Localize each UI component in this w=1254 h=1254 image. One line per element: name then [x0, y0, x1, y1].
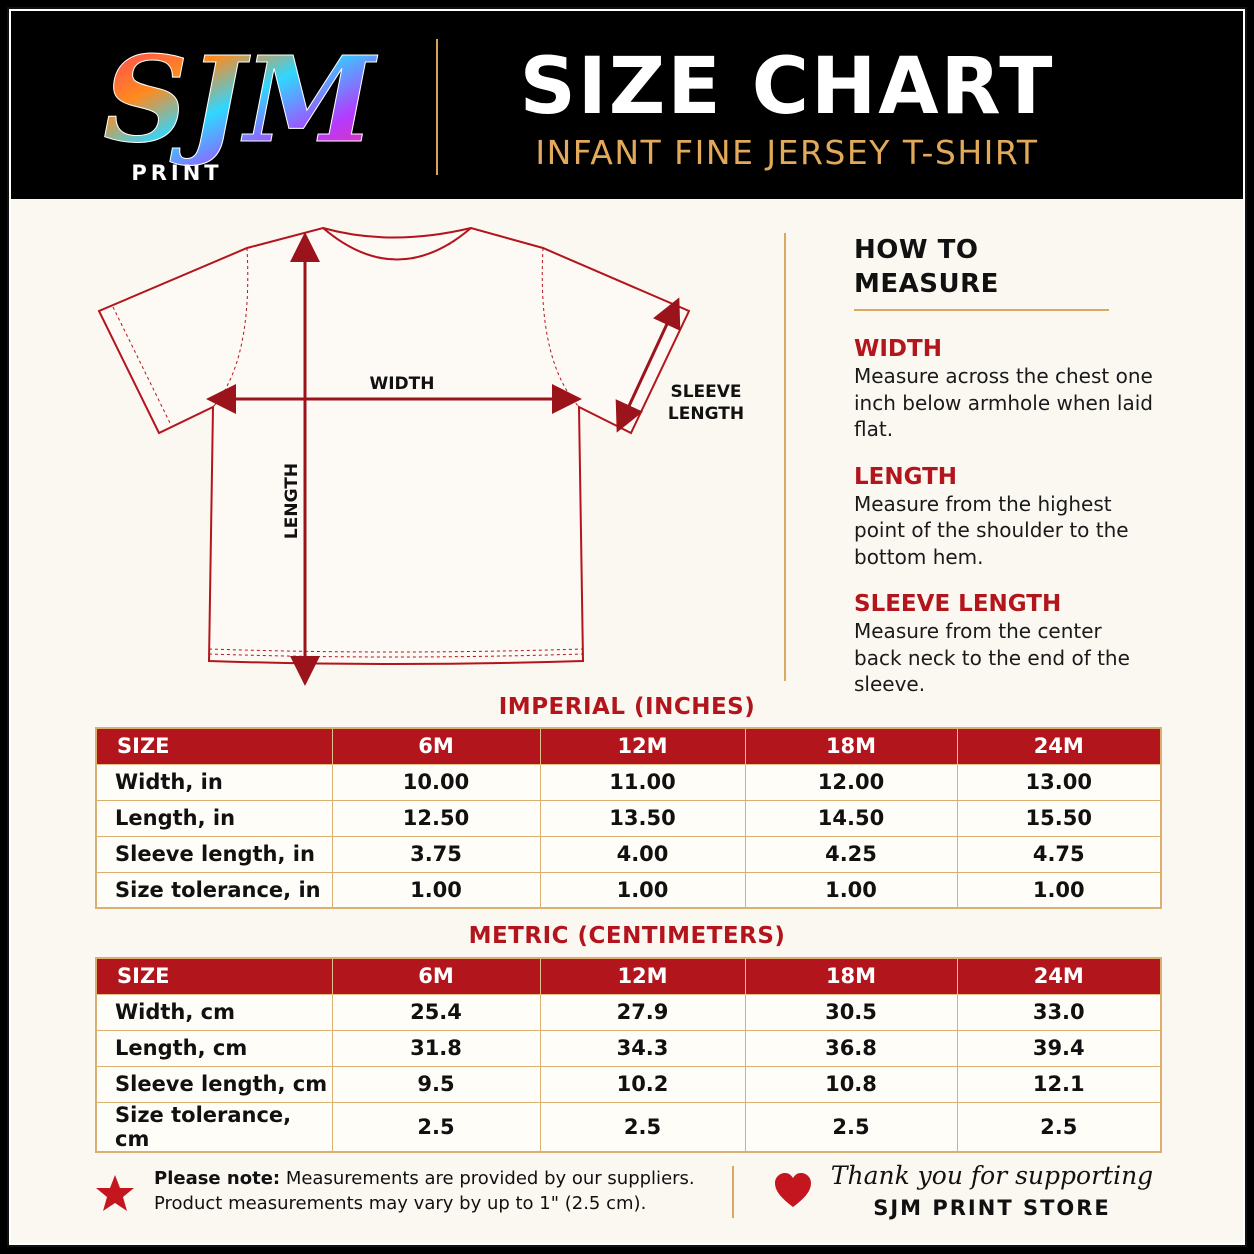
header-cell: SIZE [95, 727, 333, 765]
store-name: SJM PRINT STORE [873, 1196, 1111, 1220]
table-row: Length, in 12.50 13.50 14.50 15.50 [95, 799, 1162, 837]
table-row: Width, cm 25.4 27.9 30.5 33.0 [95, 993, 1162, 1031]
table-row: Size tolerance, in 1.00 1.00 1.00 1.00 [95, 871, 1162, 909]
header-divider [436, 39, 438, 175]
table-cell: 2.5 [539, 1101, 746, 1152]
table-cell: 1.00 [956, 871, 1162, 909]
sleeve-label-line2: LENGTH [668, 404, 744, 424]
table-cell: 31.8 [331, 1029, 541, 1067]
header-cell: 12M [539, 957, 746, 995]
row-label: Length, cm [95, 1029, 333, 1067]
header-cell: 18M [744, 957, 958, 995]
sleeve-length-heading: SLEEVE LENGTH [854, 591, 1062, 617]
heart-icon [775, 1173, 811, 1207]
table-cell: 15.50 [956, 799, 1162, 837]
length-instructions: Measure from the highest point of the sh… [854, 491, 1129, 569]
table-row: Sleeve length, in 3.75 4.00 4.25 4.75 [95, 835, 1162, 873]
table-cell: 2.5 [956, 1101, 1162, 1152]
table-cell: 10.2 [539, 1065, 746, 1103]
header-cell: 6M [331, 957, 541, 995]
table-header-row: SIZE 6M 12M 18M 24M [95, 727, 1162, 765]
table-cell: 2.5 [331, 1101, 541, 1152]
header-cell: 24M [956, 727, 1162, 765]
table-cell: 10.8 [744, 1065, 958, 1103]
header-cell: 18M [744, 727, 958, 765]
table-cell: 4.00 [539, 835, 746, 873]
table-cell: 9.5 [331, 1065, 541, 1103]
row-label: Width, cm [95, 993, 333, 1031]
table-cell: 13.50 [539, 799, 746, 837]
table-cell: 10.00 [331, 763, 541, 801]
length-label: LENGTH [282, 463, 302, 539]
measurement-note: Please note: Measurements are provided b… [154, 1166, 714, 1216]
header: SJM PRINT SIZE CHART INFANT FINE JERSEY … [11, 11, 1243, 199]
table-cell: 30.5 [744, 993, 958, 1031]
table-cell: 4.75 [956, 835, 1162, 873]
table-cell: 1.00 [331, 871, 541, 909]
table-cell: 12.00 [744, 763, 958, 801]
footer-divider [732, 1166, 734, 1218]
width-label: WIDTH [369, 374, 434, 394]
star-icon [96, 1175, 134, 1211]
table-row: Sleeve length, cm 9.5 10.2 10.8 12.1 [95, 1065, 1162, 1103]
sleeve-label-line1: SLEEVE [670, 382, 741, 402]
row-label: Sleeve length, in [95, 835, 333, 873]
row-label: Length, in [95, 799, 333, 837]
sjm-logo: SJM [103, 30, 379, 170]
svg-text:SJM: SJM [103, 30, 378, 169]
table-row: Length, cm 31.8 34.3 36.8 39.4 [95, 1029, 1162, 1067]
row-label: Sleeve length, cm [95, 1065, 333, 1103]
logo-print-text: PRINT [131, 161, 223, 185]
size-chart-card: SJM PRINT SIZE CHART INFANT FINE JERSEY … [7, 7, 1247, 1247]
header-cell: SIZE [95, 957, 333, 995]
table-cell: 39.4 [956, 1029, 1162, 1067]
row-label: Width, in [95, 763, 333, 801]
sleeve-length-instructions: Measure from the center back neck to the… [854, 619, 1130, 696]
table-cell: 4.25 [744, 835, 958, 873]
table-cell: 12.50 [331, 799, 541, 837]
length-heading: LENGTH [854, 463, 958, 490]
header-cell: 6M [331, 727, 541, 765]
table-cell: 2.5 [744, 1101, 958, 1152]
table-cell: 1.00 [539, 871, 746, 909]
table-row: Size tolerance, cm 2.5 2.5 2.5 2.5 [95, 1101, 1162, 1152]
table-cell: 13.00 [956, 763, 1162, 801]
note-line-2: Product measurements may vary by up to 1… [154, 1193, 647, 1214]
imperial-title: IMPERIAL (INCHES) [498, 694, 756, 720]
row-label: Size tolerance, cm [95, 1101, 333, 1152]
header-cell: 12M [539, 727, 746, 765]
imperial-table: SIZE 6M 12M 18M 24M Width, in 10.00 11.0… [95, 727, 1162, 909]
t-shirt-icon: WIDTH LENGTH SLEEVE LENGTH [97, 226, 744, 686]
note-line-1: Measurements are provided by our supplie… [280, 1168, 695, 1189]
table-cell: 33.0 [956, 993, 1162, 1031]
metric-title: METRIC (CENTIMETERS) [468, 923, 786, 949]
thank-you-text: Thank you for supporting [830, 1161, 1154, 1190]
table-cell: 11.00 [539, 763, 746, 801]
width-heading: WIDTH [854, 336, 942, 362]
row-label: Size tolerance, in [95, 871, 333, 909]
table-cell: 34.3 [539, 1029, 746, 1067]
section-divider [784, 233, 786, 681]
table-cell: 14.50 [744, 799, 958, 837]
note-label: Please note: [154, 1168, 281, 1189]
table-cell: 1.00 [744, 871, 958, 909]
table-header-row: SIZE 6M 12M 18M 24M [95, 957, 1162, 995]
metric-table: SIZE 6M 12M 18M 24M Width, cm 25.4 27.9 … [95, 957, 1162, 1153]
width-instructions: Measure across the chest one inch below … [854, 364, 1153, 441]
table-cell: 12.1 [956, 1065, 1162, 1103]
table-cell: 25.4 [331, 993, 541, 1031]
page-subtitle: INFANT FINE JERSEY T-SHIRT [535, 133, 1039, 172]
how-to-measure: HOW TO MEASURE WIDTH Measure across the … [854, 233, 1214, 698]
header-cell: 24M [956, 957, 1162, 995]
page-title: SIZE CHART [519, 42, 1055, 132]
table-cell: 27.9 [539, 993, 746, 1031]
table-cell: 36.8 [744, 1029, 958, 1067]
table-row: Width, in 10.00 11.00 12.00 13.00 [95, 763, 1162, 801]
table-cell: 3.75 [331, 835, 541, 873]
how-to-measure-title: HOW TO MEASURE [854, 233, 1109, 311]
